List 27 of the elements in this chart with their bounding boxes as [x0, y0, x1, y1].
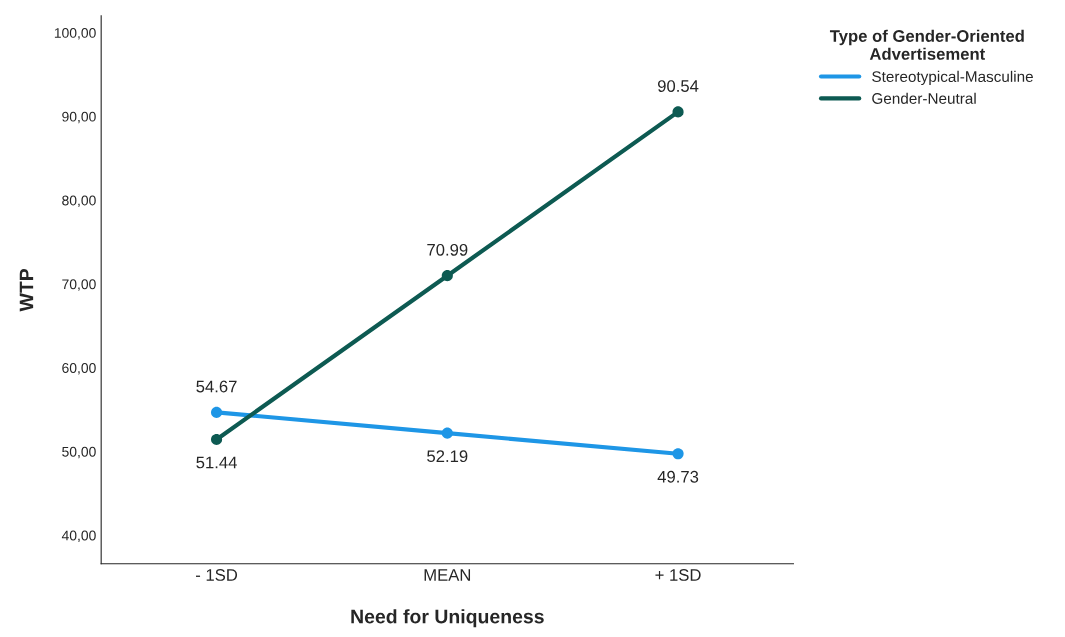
- x-axis-title: Need for Uniqueness: [351, 609, 544, 628]
- data-label: 70.99: [427, 243, 468, 256]
- y-tick-label: 100,00: [54, 28, 96, 40]
- point: [210, 433, 223, 445]
- y-tick-label: 40,00: [61, 530, 96, 543]
- data-label: 51.44: [196, 456, 237, 469]
- y-tick-label: 80,00: [62, 195, 96, 208]
- y-tick-label: 60,00: [62, 363, 96, 375]
- data-label: 49.73: [657, 470, 699, 483]
- y-tick-label: 90,00: [62, 111, 96, 124]
- data-label: 90.54: [657, 80, 699, 92]
- y-tick-label: 70,00: [62, 279, 96, 291]
- data-label: 52.19: [427, 450, 468, 463]
- legend-label: Gender-Neutral: [872, 92, 976, 104]
- y-axis-title: WTP: [19, 268, 34, 312]
- x-tick-label: - 1SD: [195, 569, 238, 581]
- point: [441, 427, 453, 439]
- x-tick-label: MEAN: [424, 569, 471, 581]
- point: [441, 270, 453, 282]
- y-tick-label: 50,00: [62, 446, 96, 459]
- legend-title: Type of Gender-Oriented Advertisement: [829, 29, 1024, 60]
- legend-label: Stereotypical-Masculine: [872, 70, 1033, 86]
- point: [672, 106, 684, 118]
- data-label: 54.67: [196, 380, 237, 393]
- point: [210, 406, 223, 418]
- point: [672, 448, 684, 460]
- x-tick-label: + 1SD: [655, 569, 701, 581]
